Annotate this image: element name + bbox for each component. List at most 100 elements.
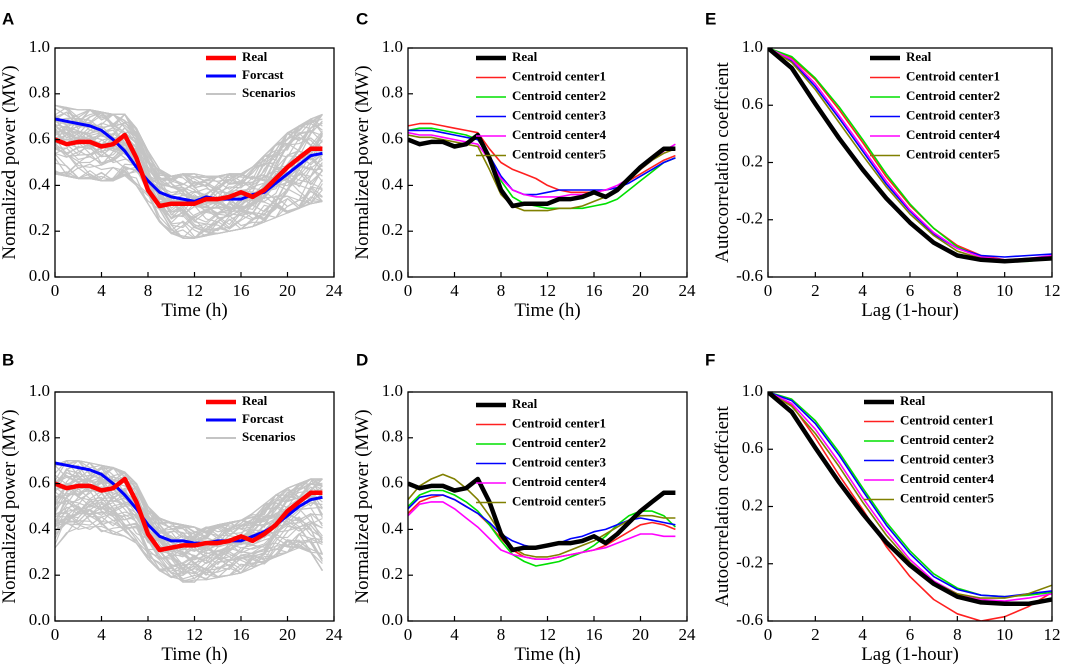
x-tick-label: 4 <box>450 625 459 644</box>
legend-label: Centroid center1 <box>900 412 994 427</box>
legend: Real Centroid center1 Centroid center2 Cent… <box>476 396 606 508</box>
x-tick-label: 24 <box>326 625 344 644</box>
x-tick-label: 2 <box>811 281 820 300</box>
y-tick-label: 0.8 <box>382 427 403 446</box>
legend-label: Centroid center2 <box>906 88 1000 103</box>
x-tick-label: 6 <box>906 281 915 300</box>
series-line-real <box>55 132 323 209</box>
series-line-forcast <box>55 117 323 203</box>
legend-label: Real <box>242 49 268 64</box>
x-tick-label: 24 <box>679 281 697 300</box>
y-axis-label: Autocorrelation coeffcient <box>712 405 733 606</box>
series-line-centroid-center2 <box>408 127 676 210</box>
legend-label: Centroid center2 <box>512 88 606 103</box>
scenario-line <box>55 150 323 229</box>
y-tick-label: 0.4 <box>29 174 51 193</box>
y-tick-label: 1.0 <box>29 37 50 56</box>
x-tick-label: 16 <box>586 281 603 300</box>
x-tick-label: 12 <box>539 625 556 644</box>
x-tick-label: 2 <box>811 625 820 644</box>
plot-area <box>55 459 323 583</box>
x-tick-label: 4 <box>858 625 867 644</box>
panel-letter: C <box>356 9 368 28</box>
y-tick-label: 0.2 <box>382 564 403 583</box>
y-axis-label: Normalized power (MW) <box>352 409 373 603</box>
scenario-line <box>55 520 323 583</box>
scenario-line <box>55 478 323 546</box>
x-tick-label: 0 <box>51 281 60 300</box>
plot-area <box>768 48 1052 264</box>
scenario-line <box>55 104 323 187</box>
series-line-centroid-center4 <box>768 392 1052 602</box>
panel-d: D 0 4 8 12 16 20 24 0.0 0.2 0.4 0.6 0.8 1.0 Time (h) No… <box>352 350 696 665</box>
scenario-line <box>55 471 323 534</box>
x-tick-label: 10 <box>996 625 1013 644</box>
scenario-line <box>55 483 323 549</box>
legend: Real Centroid center1 Centroid center2 Cent… <box>870 49 1000 161</box>
plot-area <box>408 473 676 567</box>
y-tick-label: -0.6 <box>736 610 763 629</box>
y-tick-label: 0.6 <box>742 438 763 457</box>
legend: Real Forcast Scenarios <box>206 49 295 100</box>
legend-label: Centroid center1 <box>512 415 606 430</box>
legend-label: Real <box>512 396 538 411</box>
x-axis-label: Time (h) <box>514 644 580 665</box>
panel-letter: D <box>356 350 368 369</box>
y-tick-label: -0.2 <box>736 209 763 228</box>
x-axis-label: Time (h) <box>514 300 580 321</box>
scenarios-group <box>55 459 323 583</box>
panel-letter: B <box>2 350 14 369</box>
legend-label: Centroid center5 <box>512 146 606 161</box>
x-axis-label: Time (h) <box>161 644 227 665</box>
x-tick-label: 4 <box>97 281 106 300</box>
y-tick-label: 1.0 <box>742 37 763 56</box>
y-tick-label: 0.6 <box>742 94 763 113</box>
x-tick-label: 0 <box>404 281 413 300</box>
x-tick-label: 10 <box>996 281 1013 300</box>
x-tick-label: 8 <box>144 281 153 300</box>
legend-label: Scenarios <box>242 85 295 100</box>
x-tick-label: 16 <box>586 625 603 644</box>
y-tick-label: 0.4 <box>29 518 51 537</box>
x-axis-label: Lag (1-hour) <box>861 300 959 321</box>
x-tick-label: 6 <box>906 625 915 644</box>
y-tick-label: 1.0 <box>29 381 50 400</box>
y-tick-label: 0.0 <box>29 610 50 629</box>
x-tick-label: 8 <box>497 281 506 300</box>
x-tick-label: 4 <box>858 281 867 300</box>
y-tick-label: 0.2 <box>742 151 763 170</box>
x-tick-label: 8 <box>953 625 962 644</box>
x-tick-label: 4 <box>97 625 106 644</box>
y-tick-label: 0.8 <box>382 83 403 102</box>
panel-letter: F <box>705 350 715 369</box>
legend-label: Centroid center2 <box>900 432 994 447</box>
y-tick-label: 0.2 <box>382 220 403 239</box>
legend-label: Real <box>512 49 538 64</box>
x-tick-label: 12 <box>1044 625 1061 644</box>
x-tick-label: 16 <box>233 625 250 644</box>
x-tick-label: 0 <box>764 281 773 300</box>
scenario-line <box>55 113 323 200</box>
y-tick-label: 0.6 <box>382 129 403 148</box>
legend-label: Centroid center5 <box>900 490 994 505</box>
x-tick-label: 8 <box>497 625 506 644</box>
plot-area <box>408 122 676 212</box>
x-axis-label: Time (h) <box>161 300 227 321</box>
x-tick-label: 8 <box>953 281 962 300</box>
y-tick-label: 0.4 <box>382 174 404 193</box>
y-axis-label: Normalized power (MW) <box>352 65 373 259</box>
series-line-real <box>768 392 1052 607</box>
x-tick-label: 20 <box>279 281 296 300</box>
x-tick-label: 0 <box>764 625 773 644</box>
x-tick-label: 24 <box>326 281 344 300</box>
y-tick-label: 0.4 <box>382 518 404 537</box>
panel-f: F 0 2 4 6 8 10 12 -0.6 -0.2 0.2 0.6 1.0 Lag (1-hour) A… <box>705 350 1061 665</box>
y-tick-label: 0.6 <box>29 473 50 492</box>
y-tick-label: 0.2 <box>29 564 50 583</box>
y-tick-label: 0.0 <box>382 610 403 629</box>
legend-label: Centroid center3 <box>900 451 994 466</box>
legend-label: Centroid center1 <box>512 68 606 83</box>
legend-label: Forcast <box>242 67 284 82</box>
x-tick-label: 4 <box>450 281 459 300</box>
